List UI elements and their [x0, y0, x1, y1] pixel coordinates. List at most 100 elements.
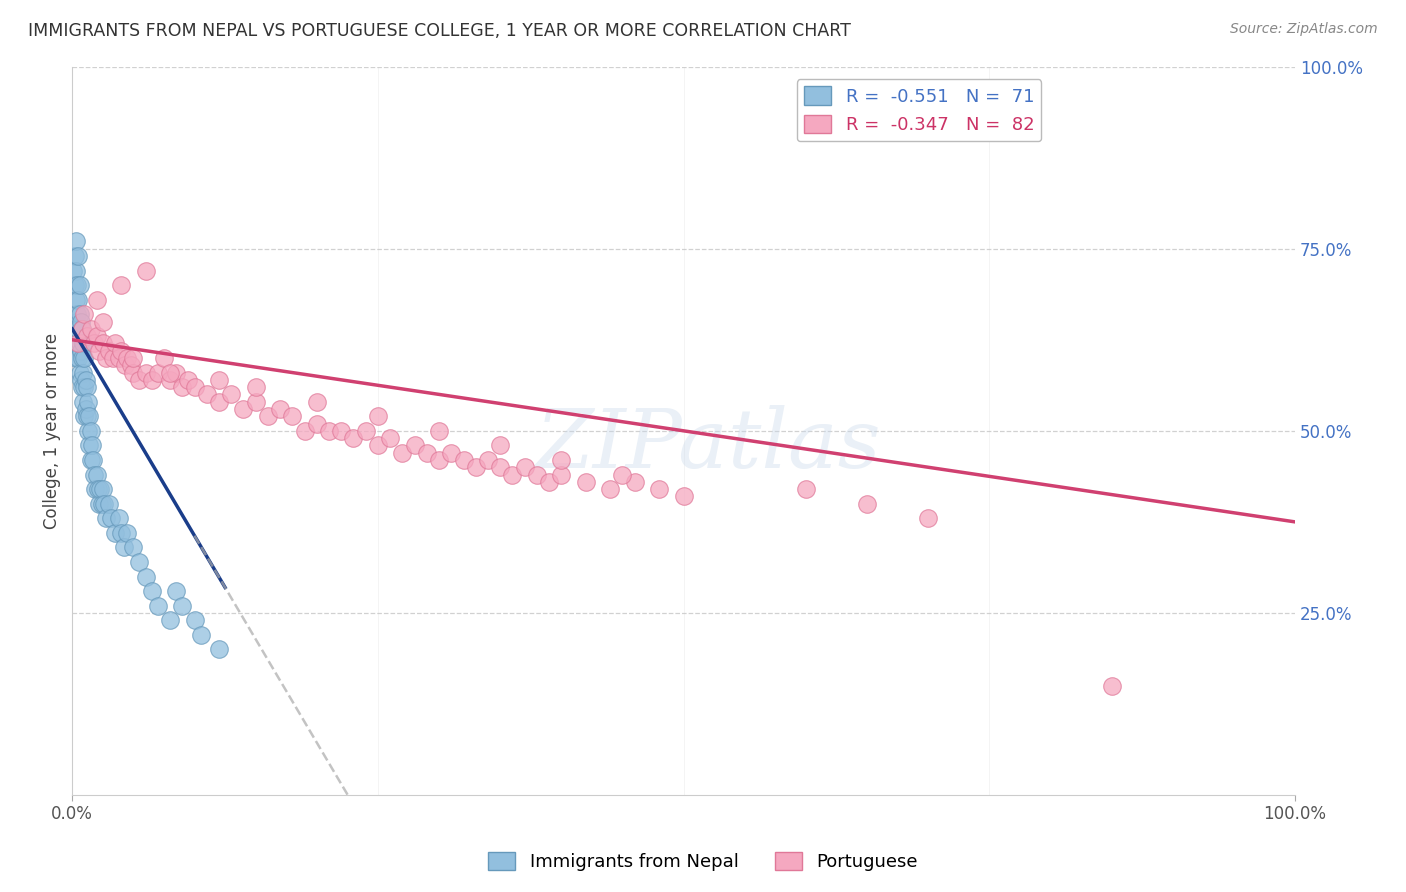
- Point: [69, 307, 91, 321]
- Point: [80, 438, 103, 452]
- Point: [305, 417, 328, 431]
- Point: [404, 438, 426, 452]
- Point: [104, 336, 127, 351]
- Point: [599, 482, 621, 496]
- Point: [208, 394, 231, 409]
- Point: [65, 351, 87, 365]
- Text: IMMIGRANTS FROM NEPAL VS PORTUGUESE COLLEGE, 1 YEAR OR MORE CORRELATION CHART: IMMIGRANTS FROM NEPAL VS PORTUGUESE COLL…: [28, 22, 851, 40]
- Point: [100, 511, 122, 525]
- Point: [648, 482, 671, 496]
- Point: [440, 445, 463, 459]
- Point: [128, 555, 150, 569]
- Point: [135, 366, 157, 380]
- Point: [489, 460, 512, 475]
- Point: [76, 380, 98, 394]
- Point: [66, 278, 89, 293]
- Point: [79, 409, 101, 424]
- Point: [219, 387, 242, 401]
- Point: [177, 373, 200, 387]
- Point: [318, 424, 340, 438]
- Point: [342, 431, 364, 445]
- Point: [69, 373, 91, 387]
- Point: [427, 424, 450, 438]
- Point: [391, 445, 413, 459]
- Point: [135, 263, 157, 277]
- Point: [75, 373, 97, 387]
- Point: [117, 351, 139, 365]
- Point: [86, 329, 108, 343]
- Point: [79, 424, 101, 438]
- Point: [70, 351, 93, 365]
- Point: [208, 642, 231, 657]
- Point: [90, 497, 112, 511]
- Point: [69, 366, 91, 380]
- Point: [76, 329, 98, 343]
- Point: [63, 278, 86, 293]
- Point: [67, 322, 90, 336]
- Point: [141, 584, 163, 599]
- Point: [135, 569, 157, 583]
- Point: [86, 467, 108, 482]
- Point: [63, 249, 86, 263]
- Point: [120, 358, 142, 372]
- Point: [856, 497, 879, 511]
- Point: [83, 467, 105, 482]
- Point: [232, 401, 254, 416]
- Point: [165, 584, 187, 599]
- Point: [96, 351, 118, 365]
- Point: [107, 511, 129, 525]
- Point: [146, 366, 169, 380]
- Text: ZIPatlas: ZIPatlas: [536, 405, 880, 485]
- Point: [153, 351, 176, 365]
- Point: [104, 525, 127, 540]
- Point: [96, 511, 118, 525]
- Point: [79, 453, 101, 467]
- Point: [65, 263, 87, 277]
- Point: [72, 394, 94, 409]
- Point: [69, 278, 91, 293]
- Point: [612, 467, 634, 482]
- Point: [159, 613, 181, 627]
- Point: [794, 482, 817, 496]
- Point: [305, 394, 328, 409]
- Point: [208, 373, 231, 387]
- Point: [110, 525, 132, 540]
- Point: [72, 336, 94, 351]
- Point: [550, 467, 572, 482]
- Point: [146, 599, 169, 613]
- Point: [672, 489, 695, 503]
- Point: [269, 401, 291, 416]
- Point: [367, 438, 389, 452]
- Point: [82, 453, 104, 467]
- Point: [77, 424, 100, 438]
- Point: [89, 497, 111, 511]
- Point: [107, 351, 129, 365]
- Point: [159, 373, 181, 387]
- Point: [101, 351, 124, 365]
- Point: [526, 467, 548, 482]
- Point: [112, 541, 135, 555]
- Point: [77, 394, 100, 409]
- Point: [66, 307, 89, 321]
- Point: [73, 307, 96, 321]
- Point: [70, 322, 93, 336]
- Point: [183, 380, 205, 394]
- Point: [65, 314, 87, 328]
- Point: [195, 387, 218, 401]
- Point: [378, 431, 401, 445]
- Point: [453, 453, 475, 467]
- Point: [416, 445, 439, 459]
- Point: [73, 351, 96, 365]
- Point: [91, 336, 114, 351]
- Point: [464, 460, 486, 475]
- Legend: Immigrants from Nepal, Portuguese: Immigrants from Nepal, Portuguese: [481, 845, 925, 879]
- Point: [172, 599, 194, 613]
- Point: [172, 380, 194, 394]
- Point: [489, 438, 512, 452]
- Point: [294, 424, 316, 438]
- Point: [86, 293, 108, 307]
- Point: [165, 366, 187, 380]
- Point: [122, 351, 145, 365]
- Point: [501, 467, 523, 482]
- Point: [91, 314, 114, 328]
